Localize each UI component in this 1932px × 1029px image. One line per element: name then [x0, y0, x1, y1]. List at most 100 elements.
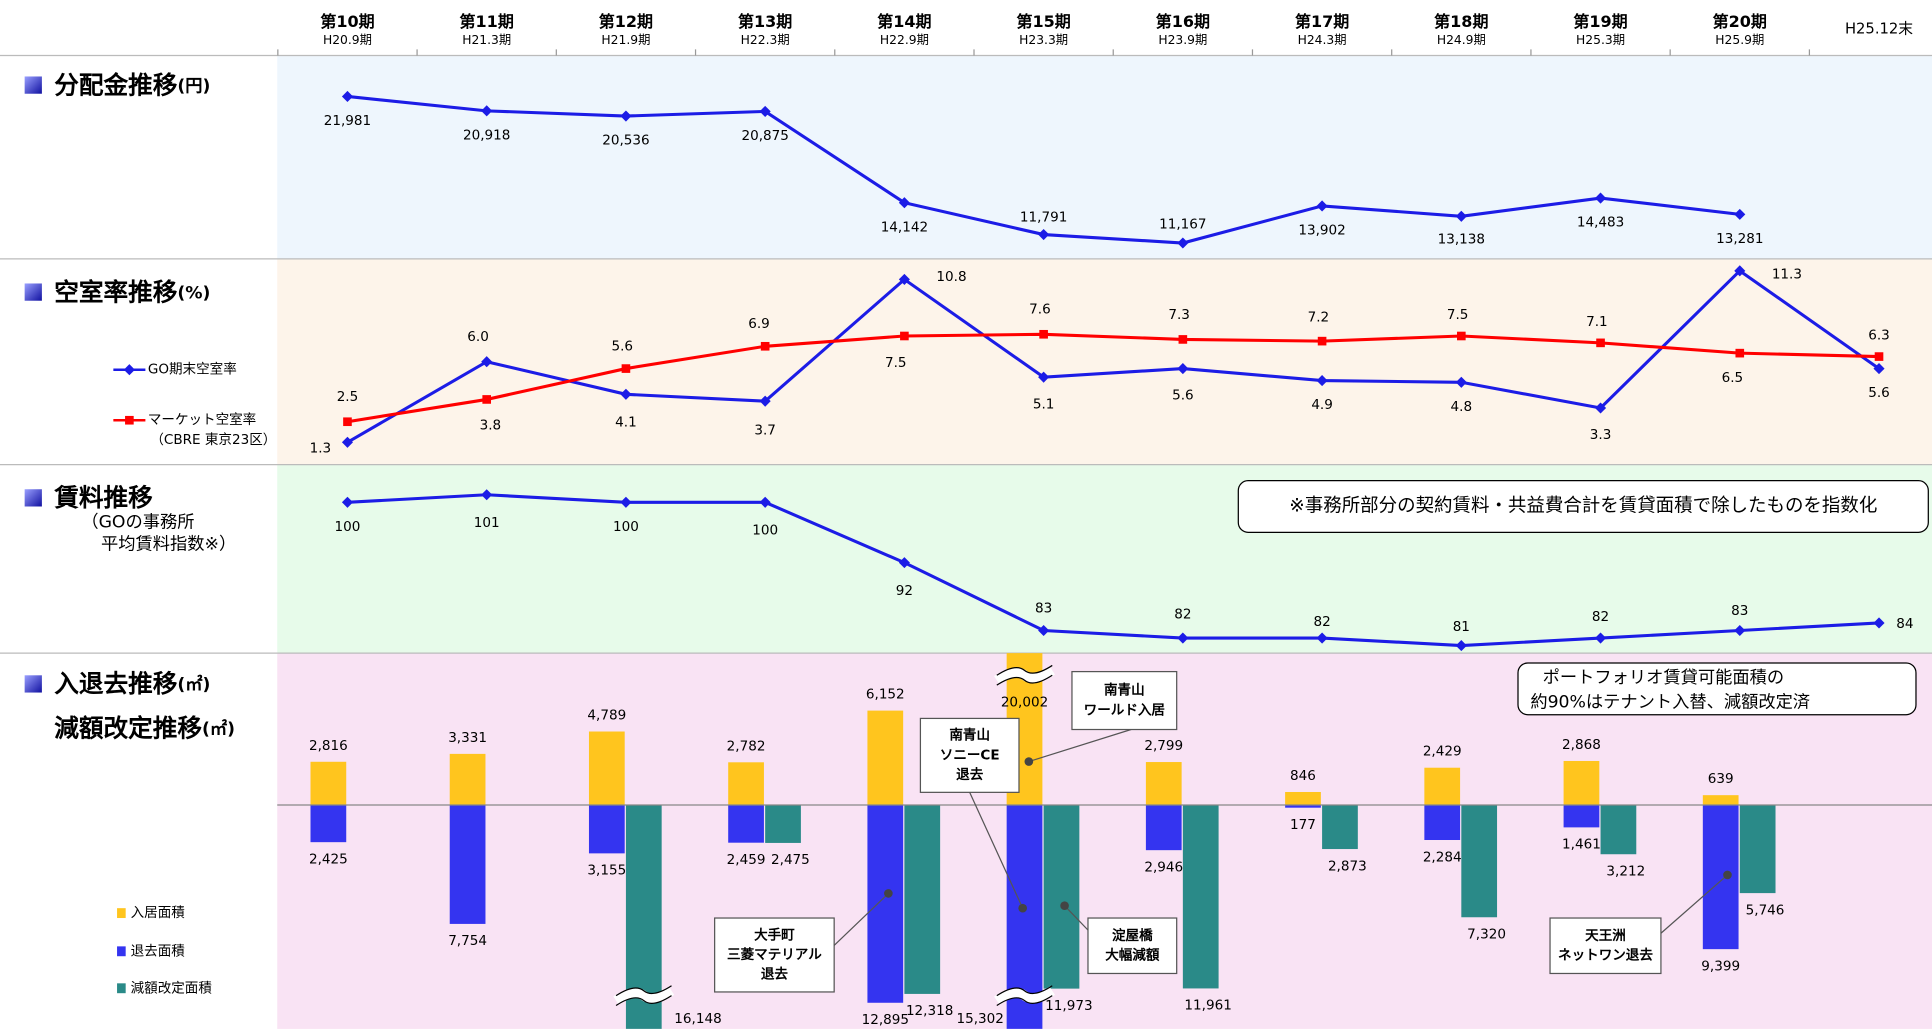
data-label: 7.5 — [885, 355, 907, 371]
legend-swatch — [117, 983, 126, 994]
unit: (㎡) — [177, 674, 210, 695]
point — [898, 273, 910, 285]
bar — [904, 804, 941, 994]
section-title: 減額改定推移(㎡) — [54, 714, 235, 743]
data-label: 7.6 — [1029, 302, 1051, 318]
note-box — [1517, 662, 1917, 716]
data-label: 1,461 — [1562, 837, 1601, 853]
period-label: 第15期 — [1016, 12, 1070, 31]
data-label: 6,152 — [866, 687, 905, 703]
data-label: 5.6 — [1868, 385, 1890, 401]
point — [759, 105, 771, 117]
bar — [1739, 804, 1776, 894]
period-label: 第11期 — [460, 12, 514, 31]
data-label: 81 — [1453, 619, 1470, 635]
point — [1317, 336, 1327, 346]
section-icon — [24, 489, 42, 507]
point — [1734, 624, 1746, 637]
data-label: 21,981 — [324, 113, 371, 129]
data-label: 100 — [335, 519, 361, 535]
data-label: 177 — [1290, 817, 1316, 833]
date-label: H24.3期 — [1298, 33, 1347, 47]
data-label: 2,782 — [727, 738, 766, 754]
data-label: 20,875 — [741, 128, 788, 144]
point — [620, 110, 632, 122]
point — [125, 415, 134, 425]
data-label: 14,142 — [881, 219, 928, 235]
break-mark — [994, 986, 1055, 1005]
bar — [1285, 791, 1321, 805]
point — [759, 395, 771, 407]
bar — [1563, 760, 1600, 805]
data-label: 5.1 — [1033, 396, 1055, 412]
data-label: 3.8 — [480, 417, 502, 433]
data-label: 7.3 — [1168, 307, 1190, 323]
bar — [765, 804, 801, 843]
break-mark — [994, 666, 1055, 685]
annotation-text: ネットワン退去 — [1558, 947, 1653, 964]
legend-label: GO期末空室率 — [148, 361, 237, 378]
data-label: 7.5 — [1447, 307, 1469, 323]
annotation-box — [919, 717, 1020, 793]
data-label: 11,961 — [1184, 998, 1231, 1014]
data-label: 6.9 — [748, 316, 770, 332]
bar — [728, 804, 764, 843]
data-label: 16,148 — [674, 1011, 721, 1027]
date-label: H25.3期 — [1576, 33, 1625, 47]
data-label: 9,399 — [1701, 958, 1740, 974]
point — [759, 496, 771, 508]
legend-swatch — [117, 946, 126, 957]
point — [481, 105, 493, 117]
section-title: 分配金推移(円) — [54, 70, 210, 99]
annotation-dot — [1060, 901, 1069, 911]
bar — [1600, 804, 1637, 855]
point — [898, 557, 910, 569]
point — [1457, 331, 1466, 341]
section-icon — [24, 675, 42, 693]
date-label: H23.9期 — [1158, 33, 1207, 47]
data-label: 4.1 — [615, 415, 637, 431]
data-label: 2,475 — [771, 852, 810, 868]
bar — [1145, 804, 1182, 851]
date-label: H25.12末 — [1845, 21, 1913, 38]
data-label: 100 — [613, 519, 639, 535]
bar — [1182, 804, 1219, 989]
bar — [310, 761, 347, 805]
legend-label: 退去面積 — [131, 943, 186, 959]
data-label: 3.3 — [1590, 427, 1612, 443]
data-label: 14,483 — [1577, 215, 1624, 231]
annotation-text: 退去 — [761, 966, 789, 983]
data-label: 20,918 — [463, 127, 510, 143]
point — [1178, 335, 1188, 344]
data-label: 13,281 — [1716, 231, 1763, 247]
point — [1455, 640, 1467, 652]
note: 約90%はテナント入替、減額改定済 — [1530, 692, 1810, 712]
data-label: 2,459 — [727, 852, 766, 868]
unit: (%) — [177, 283, 210, 303]
bar — [1043, 804, 1080, 989]
annotation-text: 天王洲 — [1585, 928, 1626, 944]
bar — [1461, 804, 1498, 918]
bar — [728, 762, 764, 805]
data-label: 83 — [1035, 600, 1052, 616]
section-title: 賃料推移 — [53, 483, 153, 512]
data-label: 2,425 — [309, 851, 348, 867]
point — [1316, 375, 1328, 387]
break-mark — [615, 985, 672, 997]
data-label: 2.5 — [337, 389, 359, 405]
date-label: H22.3期 — [741, 33, 790, 47]
data-label: 6.3 — [1868, 328, 1890, 344]
date-label: H21.9期 — [601, 33, 650, 47]
point — [1734, 265, 1746, 277]
legend-label: 減額改定面積 — [131, 979, 213, 996]
annotation-leader — [827, 892, 889, 952]
legend-note: （CBRE 東京23区） — [150, 432, 276, 448]
data-label: 3,155 — [587, 863, 626, 879]
point — [621, 364, 631, 373]
annotation-box — [1087, 917, 1178, 975]
period-label: 第18期 — [1434, 12, 1488, 31]
annotation-text: 大手町 — [754, 926, 795, 943]
data-label: 101 — [474, 515, 500, 531]
note-box — [1237, 480, 1929, 533]
